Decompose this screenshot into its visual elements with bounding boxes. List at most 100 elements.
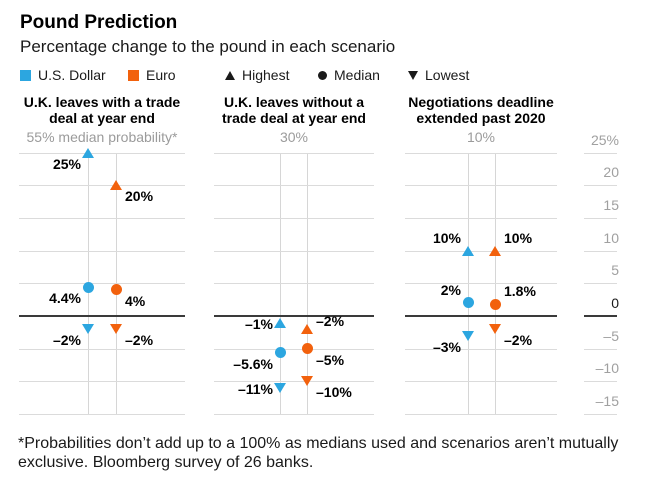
legend-item-highest: Highest	[225, 66, 289, 84]
data-label: –3%	[432, 338, 461, 355]
y-axis-tick	[584, 315, 617, 317]
gridline	[214, 250, 374, 252]
gridline	[19, 283, 185, 285]
marker-usd-median	[83, 281, 94, 293]
gridline	[19, 348, 185, 350]
y-axis-tick	[584, 348, 617, 350]
marker-usd-median	[275, 347, 286, 359]
gridline	[405, 218, 557, 220]
circle-icon	[318, 70, 327, 80]
panel-title: U.K. leaves without a trade deal at year…	[222, 94, 366, 127]
us-dollar-swatch-icon	[20, 69, 31, 81]
marker-usd-median	[463, 297, 474, 309]
marker-euro-median	[111, 284, 122, 296]
y-axis-label: 25%	[590, 131, 619, 148]
panel-header-extended: Negotiations deadline extended past 2020…	[396, 94, 566, 145]
y-axis-label: –10	[595, 360, 619, 377]
gridline	[214, 381, 374, 383]
y-axis-label: –15	[595, 392, 619, 409]
zero-line	[405, 315, 557, 317]
triangle-down-icon	[408, 70, 418, 80]
page-title: Pound Prediction	[20, 12, 178, 33]
triangle-up-icon	[225, 70, 235, 80]
gridline	[405, 348, 557, 350]
y-axis-tick	[584, 250, 617, 252]
gridline	[19, 185, 185, 187]
marker-usd-lowest	[82, 324, 94, 335]
gridline	[214, 185, 374, 187]
marker-euro-highest	[301, 324, 313, 335]
euro-swatch-icon	[128, 69, 139, 81]
data-label: 25%	[52, 155, 81, 172]
y-axis-label: 15	[603, 197, 619, 214]
legend-item-us-dollar: U.S. Dollar	[20, 66, 106, 84]
marker-euro-highest	[489, 245, 501, 256]
gridline	[405, 152, 557, 154]
gridline	[19, 218, 185, 220]
marker-euro-lowest	[489, 324, 501, 335]
legend-label: Highest	[242, 67, 290, 83]
y-axis-tick	[584, 185, 617, 187]
marker-usd-highest	[274, 317, 286, 328]
data-label: 4.4%	[49, 290, 81, 307]
marker-usd-lowest	[274, 382, 286, 393]
y-axis-tick	[584, 413, 617, 415]
y-axis-label: 5	[611, 262, 619, 279]
marker-usd-highest	[82, 147, 94, 158]
legend-item-lowest: Lowest	[408, 66, 469, 84]
data-label: –2%	[316, 313, 345, 330]
panel-header-trade-deal: U.K. leaves with a trade deal at year en…	[19, 94, 185, 145]
data-label: 20%	[125, 188, 154, 205]
y-axis-label: 20	[603, 164, 619, 181]
zero-line	[19, 315, 185, 317]
data-label: –2%	[504, 332, 533, 349]
legend-item-median: Median	[318, 66, 380, 84]
y-axis-label: –5	[603, 327, 619, 344]
panel-title: Negotiations deadline extended past 2020	[408, 94, 554, 127]
marker-euro-lowest	[301, 376, 313, 387]
panel-header-no-trade-deal: U.K. leaves without a trade deal at year…	[209, 94, 379, 145]
gridline	[405, 283, 557, 285]
data-label: –2%	[125, 332, 154, 349]
legend-item-euro: Euro	[128, 66, 176, 84]
data-label: –11%	[237, 380, 273, 397]
footnote: *Probabilities don’t add up to a 100% as…	[18, 435, 619, 472]
gridline	[405, 413, 557, 415]
data-label: 1.8%	[504, 283, 536, 300]
gridline	[19, 381, 185, 383]
legend-label: Lowest	[425, 67, 470, 83]
data-label: 10%	[504, 229, 533, 246]
marker-usd-lowest	[462, 330, 474, 341]
panel-probability: 30%	[279, 129, 309, 146]
data-label: 2%	[440, 281, 461, 298]
y-axis-tick	[584, 283, 617, 285]
gridline	[405, 250, 557, 252]
y-axis-tick	[584, 218, 617, 220]
legend-label: Euro	[146, 67, 176, 83]
page-subtitle: Percentage change to the pound in each s…	[20, 37, 396, 56]
gridline	[405, 381, 557, 383]
marker-usd-highest	[462, 245, 474, 256]
y-axis-label: 10	[603, 229, 619, 246]
marker-euro-highest	[110, 180, 122, 191]
data-label: –10%	[316, 384, 352, 401]
gridline	[19, 250, 185, 252]
y-axis-tick	[584, 152, 617, 154]
data-label: –1%	[244, 315, 273, 332]
data-label: –5%	[316, 351, 345, 368]
marker-euro-median	[490, 298, 501, 310]
data-label: 4%	[125, 292, 146, 309]
data-label: –2%	[52, 332, 81, 349]
gridline	[19, 152, 185, 154]
marker-euro-median	[302, 343, 313, 355]
panel-probability: 10%	[466, 129, 496, 146]
gridline	[214, 413, 374, 415]
legend-label: Median	[334, 67, 380, 83]
data-label: –5.6%	[233, 355, 273, 372]
gridline	[214, 152, 374, 154]
zero-line	[214, 315, 374, 317]
legend-label: U.S. Dollar	[38, 67, 106, 83]
y-axis-label: 0	[611, 295, 619, 311]
gridline	[405, 185, 557, 187]
